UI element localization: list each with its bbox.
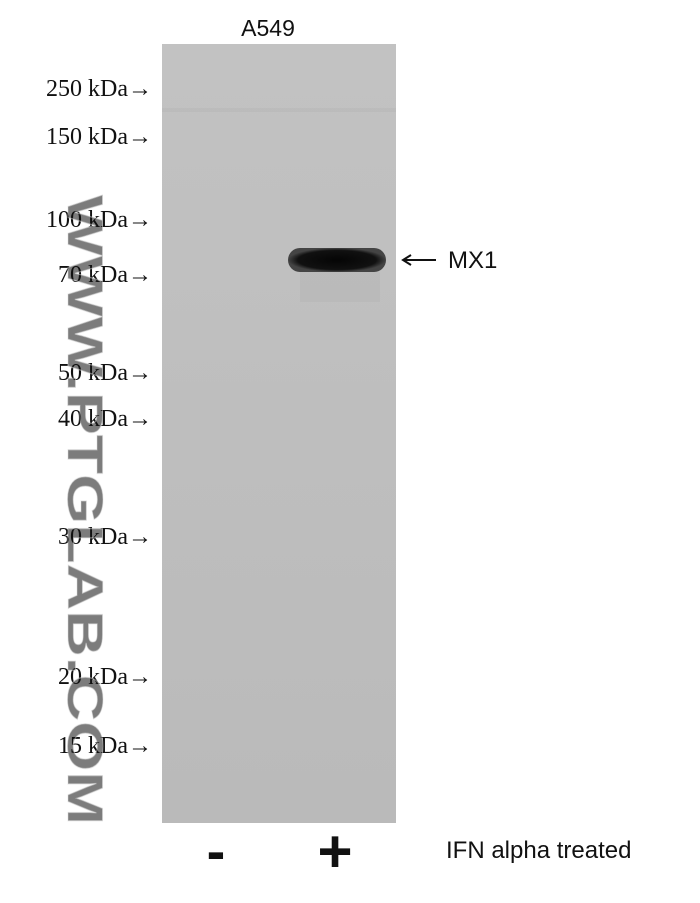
band-arrow-head (401, 254, 412, 266)
blot-membrane (162, 44, 396, 823)
marker-label: 250 kDa→ (46, 76, 152, 102)
marker-label: 150 kDa→ (46, 124, 152, 150)
marker-label: 50 kDa→ (58, 360, 152, 386)
protein-band (288, 248, 386, 272)
lane-label: + (317, 818, 352, 885)
blot-artifact (162, 108, 396, 112)
marker-label: 70 kDa→ (58, 262, 152, 288)
band-label: MX1 (448, 247, 497, 274)
marker-label: 40 kDa→ (58, 406, 152, 432)
treatment-label: IFN alpha treated (446, 837, 631, 864)
cell-line-label: A549 (241, 15, 295, 41)
lane-label: - (207, 819, 226, 882)
marker-label: 30 kDa→ (58, 524, 152, 550)
marker-label: 20 kDa→ (58, 664, 152, 690)
marker-label: 15 kDa→ (58, 733, 152, 759)
watermark: WWW.PTGLAB.COM (57, 195, 113, 825)
marker-label: 100 kDa→ (46, 207, 152, 233)
band-smear (300, 272, 380, 302)
